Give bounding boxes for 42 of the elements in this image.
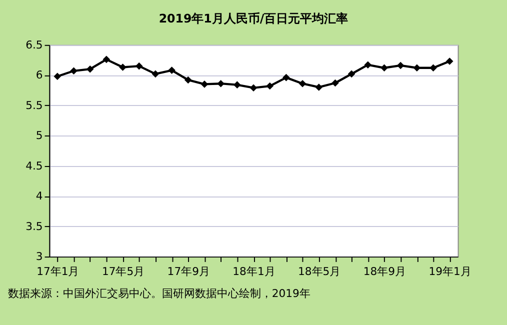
- point: [217, 80, 224, 88]
- point: [266, 82, 274, 90]
- point: [430, 64, 437, 72]
- y-tick-label: 3: [36, 250, 43, 264]
- point: [380, 64, 388, 72]
- x-tick-label: 18年1月: [232, 264, 276, 278]
- y-tick-label: 3.5: [26, 220, 43, 233]
- point: [86, 65, 94, 73]
- point: [200, 80, 208, 88]
- point: [102, 56, 110, 64]
- chart-title: 2019年1月人民币/百日元平均汇率: [158, 11, 348, 26]
- point: [413, 64, 421, 72]
- y-tick-label: 5: [36, 129, 43, 142]
- y-tick-label: 4.5: [26, 159, 43, 172]
- point: [184, 76, 192, 84]
- x-tick-label: 19年1月: [428, 264, 472, 278]
- point: [364, 61, 372, 69]
- point: [298, 80, 306, 88]
- x-tick-label: 18年9月: [363, 264, 406, 278]
- y-tick-label: 5.5: [26, 98, 43, 112]
- point: [250, 84, 258, 92]
- point: [135, 62, 143, 70]
- point: [152, 70, 160, 78]
- point: [119, 64, 126, 71]
- x-tick-label: 18年5月: [298, 264, 341, 278]
- point: [234, 81, 241, 88]
- point: [168, 66, 176, 74]
- point: [282, 74, 290, 82]
- x-tick-label: 17年5月: [102, 264, 145, 278]
- point: [396, 62, 404, 70]
- y-tick-label: 6: [36, 68, 43, 82]
- source-note: 数据来源：中国外汇交易中心。国研网数据中心绘制，2019年: [8, 286, 310, 300]
- x-tick-label: 17年9月: [167, 264, 210, 278]
- point: [70, 67, 78, 75]
- point: [54, 72, 62, 80]
- y-tick-label: 4: [36, 190, 43, 203]
- point: [315, 84, 323, 91]
- x-tick-label: 17年1月: [36, 264, 80, 278]
- y-tick-label: 6.5: [26, 38, 43, 52]
- point: [332, 79, 339, 87]
- point: [446, 58, 454, 65]
- point: [348, 70, 356, 78]
